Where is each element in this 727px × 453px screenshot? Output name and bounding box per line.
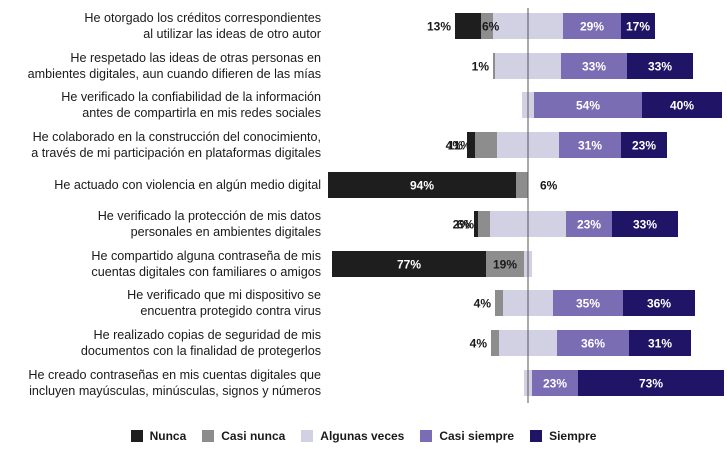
legend-label: Siempre bbox=[549, 429, 597, 443]
bar-segment-siempre bbox=[623, 290, 695, 316]
data-label: 23% bbox=[632, 139, 656, 153]
data-label: 33% bbox=[648, 60, 672, 74]
bar-segment-casi-nunca bbox=[478, 211, 490, 237]
data-label: 40% bbox=[670, 99, 694, 113]
bar-segment-nunca bbox=[328, 172, 516, 198]
legend-swatch bbox=[420, 430, 433, 442]
data-label: 13% bbox=[427, 20, 451, 34]
bar-segment-casi-siempre bbox=[563, 13, 621, 39]
bar-segment-casi-siempre bbox=[561, 53, 627, 79]
category-label: He otorgado los créditos correspondiente… bbox=[84, 11, 321, 25]
data-label: 54% bbox=[576, 99, 600, 113]
legend-swatch bbox=[530, 430, 543, 442]
bar-segment-casi-siempre bbox=[566, 211, 612, 237]
bar-segment-siempre bbox=[642, 92, 722, 118]
legend-label: Algunas veces bbox=[320, 429, 405, 443]
category-label: ambientes digitales, aun cuando difieren… bbox=[28, 67, 321, 81]
data-label: 19% bbox=[493, 258, 517, 272]
category-label: incluyen mayúsculas, minúsculas, signos … bbox=[29, 384, 321, 398]
bar-segment-casi-nunca bbox=[493, 53, 495, 79]
bar-segment-nunca bbox=[455, 13, 481, 39]
category-label: a través de mi participación en platafor… bbox=[31, 146, 321, 160]
bar-segment-siempre bbox=[578, 370, 724, 396]
bar-segment-siempre bbox=[621, 13, 655, 39]
data-label: 6% bbox=[540, 179, 558, 193]
legend-swatch bbox=[202, 430, 215, 442]
legend-label: Casi nunca bbox=[221, 429, 286, 443]
bar-segment-siempre bbox=[621, 132, 667, 158]
legend-item: Siempre bbox=[530, 429, 596, 443]
category-label: He respetado las ideas de otras personas… bbox=[70, 51, 321, 65]
data-label: 4% bbox=[470, 337, 488, 351]
bar-segment-casi-siempre bbox=[557, 330, 629, 356]
legend-item: Casi nunca bbox=[202, 429, 285, 443]
category-label: encuentra protegido contra virus bbox=[140, 304, 321, 318]
bar-segment-nunca bbox=[332, 251, 486, 277]
bar-segment-casi-nunca bbox=[516, 172, 528, 198]
data-label: 4% bbox=[474, 297, 492, 311]
legend-item: Casi siempre bbox=[420, 429, 514, 443]
bar-segment-casi-siempre bbox=[553, 290, 623, 316]
data-label: 11% bbox=[448, 139, 472, 153]
data-label: 6% bbox=[482, 20, 500, 34]
category-label: He realizado copias de seguridad de mis bbox=[93, 328, 321, 342]
data-label: 35% bbox=[576, 297, 600, 311]
category-label: He verificado la protección de mis datos bbox=[98, 209, 321, 223]
legend-swatch bbox=[301, 430, 314, 442]
data-label: 73% bbox=[639, 377, 663, 391]
data-label: 36% bbox=[647, 297, 671, 311]
legend-item: Nunca bbox=[130, 429, 187, 443]
data-label: 94% bbox=[410, 179, 434, 193]
data-label: 33% bbox=[633, 218, 657, 232]
category-label: documentos con la finalidad de protegerl… bbox=[81, 344, 321, 358]
category-label: He compartido alguna contraseña de mis bbox=[91, 249, 321, 263]
data-label: 31% bbox=[578, 139, 602, 153]
category-label: al utilizar las ideas de otro autor bbox=[143, 27, 321, 41]
data-label: 33% bbox=[582, 60, 606, 74]
legend-item: Algunas veces bbox=[301, 429, 404, 443]
bar-segment-casi-nunca bbox=[491, 330, 499, 356]
data-label: 4% bbox=[446, 139, 464, 153]
data-label: 23% bbox=[577, 218, 601, 232]
bar-segment-siempre bbox=[627, 53, 693, 79]
bar-segment-nunca bbox=[467, 132, 475, 158]
data-label: 36% bbox=[581, 337, 605, 351]
bar-segment-casi-siempre bbox=[532, 370, 578, 396]
data-label: 2% bbox=[453, 218, 471, 232]
bar-segment-nunca bbox=[474, 211, 478, 237]
category-label: He actuado con violencia en algún medio … bbox=[54, 178, 321, 192]
bar-segment-casi-nunca bbox=[495, 290, 503, 316]
legend-label: Casi siempre bbox=[439, 429, 515, 443]
category-label: personales en ambientes digitales bbox=[131, 225, 321, 239]
chart: He otorgado los créditos correspondiente… bbox=[28, 8, 724, 403]
bar-segment-casi-nunca bbox=[481, 13, 493, 39]
category-label: He colaborado en la construcción del con… bbox=[33, 130, 321, 144]
category-label: He verificado la confiabilidad de la inf… bbox=[61, 90, 321, 104]
legend: Nunca Casi nunca Algunas veces Casi siempre… bbox=[0, 427, 727, 445]
category-label: He creado contraseñas en mis cuentas dig… bbox=[28, 368, 321, 382]
category-label: He verificado que mi dispositivo se bbox=[127, 288, 321, 302]
bar-segment-siempre bbox=[629, 330, 691, 356]
data-label: 29% bbox=[580, 20, 604, 34]
data-label: 23% bbox=[543, 377, 567, 391]
data-label: 31% bbox=[648, 337, 672, 351]
data-label: 6% bbox=[457, 218, 475, 232]
bar-segment-casi-siempre bbox=[534, 92, 642, 118]
bar-segment-casi-nunca bbox=[486, 251, 524, 277]
bar-segment-casi-nunca bbox=[475, 132, 497, 158]
legend-swatch bbox=[130, 430, 143, 442]
data-label: 77% bbox=[397, 258, 421, 272]
category-label: cuentas digitales con familiares o amigo… bbox=[91, 265, 321, 279]
legend-label: Nunca bbox=[149, 429, 187, 443]
data-label: 17% bbox=[626, 20, 650, 34]
category-label: antes de compartirla en mis redes social… bbox=[82, 106, 321, 120]
bar-segment-casi-siempre bbox=[559, 132, 621, 158]
data-label: 1% bbox=[472, 60, 490, 74]
bar-segment-siempre bbox=[612, 211, 678, 237]
